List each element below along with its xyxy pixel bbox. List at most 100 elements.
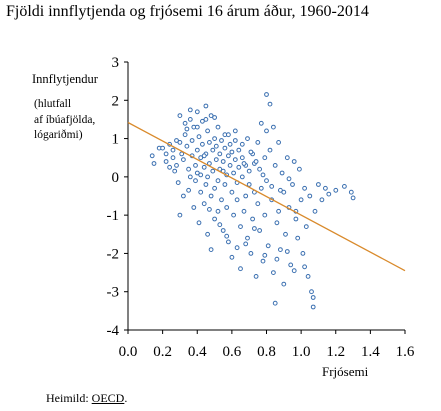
data-point [243, 193, 249, 199]
data-point [234, 197, 240, 203]
data-point [201, 164, 207, 170]
data-point [288, 262, 294, 268]
y-tick-label: -3 [107, 285, 120, 301]
data-point [198, 155, 204, 161]
data-point [248, 149, 254, 155]
x-tick-label: 1.4 [361, 344, 380, 360]
data-point [160, 145, 166, 151]
data-point [181, 157, 186, 163]
data-point [215, 124, 221, 130]
data-point [300, 251, 306, 256]
data-point [205, 174, 211, 180]
data-point [239, 174, 245, 180]
data-point [271, 124, 276, 130]
data-point [174, 138, 179, 143]
data-point [250, 216, 256, 222]
data-point [200, 141, 205, 147]
data-point [186, 187, 192, 193]
data-point [217, 222, 223, 228]
data-point [319, 197, 325, 203]
data-point [222, 182, 228, 187]
data-point [170, 147, 176, 153]
data-point [264, 128, 269, 134]
data-point [274, 256, 280, 262]
data-point [298, 197, 304, 203]
data-point [348, 189, 354, 195]
data-point [281, 189, 287, 195]
data-point [276, 208, 282, 214]
data-point [219, 138, 224, 143]
data-point [179, 151, 185, 157]
data-point [278, 247, 283, 253]
data-point [217, 151, 223, 157]
data-point [310, 295, 316, 300]
data-point [316, 182, 321, 187]
data-point [196, 134, 202, 140]
data-point [253, 159, 259, 164]
data-point [278, 187, 283, 193]
y-tick-label: -1 [107, 208, 120, 224]
data-point [295, 235, 301, 241]
data-point [205, 128, 211, 134]
data-point [191, 205, 197, 210]
data-point [212, 216, 218, 222]
data-point [257, 166, 263, 172]
data-point [203, 117, 209, 122]
data-point [272, 300, 278, 306]
data-point [262, 155, 268, 161]
data-point [210, 168, 216, 174]
data-point [177, 212, 183, 218]
data-point [174, 163, 179, 168]
x-axis-label: Frjósemi [322, 364, 369, 379]
data-point [239, 155, 245, 161]
x-tick-label: 0.4 [188, 344, 207, 360]
y-tick-label: -4 [107, 323, 120, 339]
data-point [264, 178, 269, 184]
data-point [265, 243, 271, 249]
data-point [269, 184, 275, 189]
data-point [241, 208, 247, 214]
data-point [201, 153, 207, 159]
data-point [208, 113, 214, 118]
data-point [284, 155, 290, 161]
data-point [224, 205, 230, 210]
data-point [212, 136, 218, 142]
data-point [220, 159, 226, 164]
data-point [281, 281, 287, 287]
data-point [208, 193, 214, 199]
data-point [283, 231, 288, 237]
data-point [236, 164, 242, 170]
data-point [149, 153, 155, 159]
data-point [213, 143, 219, 149]
data-point [194, 147, 200, 153]
source-note: Heimild: OECD. [46, 391, 127, 406]
data-point [232, 157, 238, 163]
x-tick-label: 0.8 [257, 344, 276, 360]
data-point [193, 178, 198, 184]
data-point [207, 207, 212, 212]
data-point [175, 180, 181, 186]
axes: -4 -3 -2 -1 0 1 2 3 0.0 0.2 0.4 0.6 0.8 1.0 1.2 1.4 1.6 [107, 55, 415, 360]
data-point [238, 224, 243, 230]
data-point [236, 147, 242, 153]
data-point [238, 266, 243, 272]
data-point [151, 161, 157, 166]
data-point [177, 140, 183, 145]
data-point [255, 140, 261, 145]
data-point [219, 197, 224, 203]
data-point [226, 132, 231, 138]
data-point [205, 231, 211, 237]
data-point [232, 128, 238, 134]
data-point [258, 120, 264, 126]
data-point [226, 239, 231, 245]
data-point [303, 224, 309, 230]
data-point [258, 185, 264, 191]
data-point [194, 124, 200, 130]
data-point [245, 136, 250, 142]
data-point [203, 182, 209, 187]
data-point [210, 147, 216, 153]
data-point [293, 216, 299, 222]
data-point [267, 147, 273, 153]
data-point [198, 172, 204, 178]
data-point [241, 161, 247, 166]
